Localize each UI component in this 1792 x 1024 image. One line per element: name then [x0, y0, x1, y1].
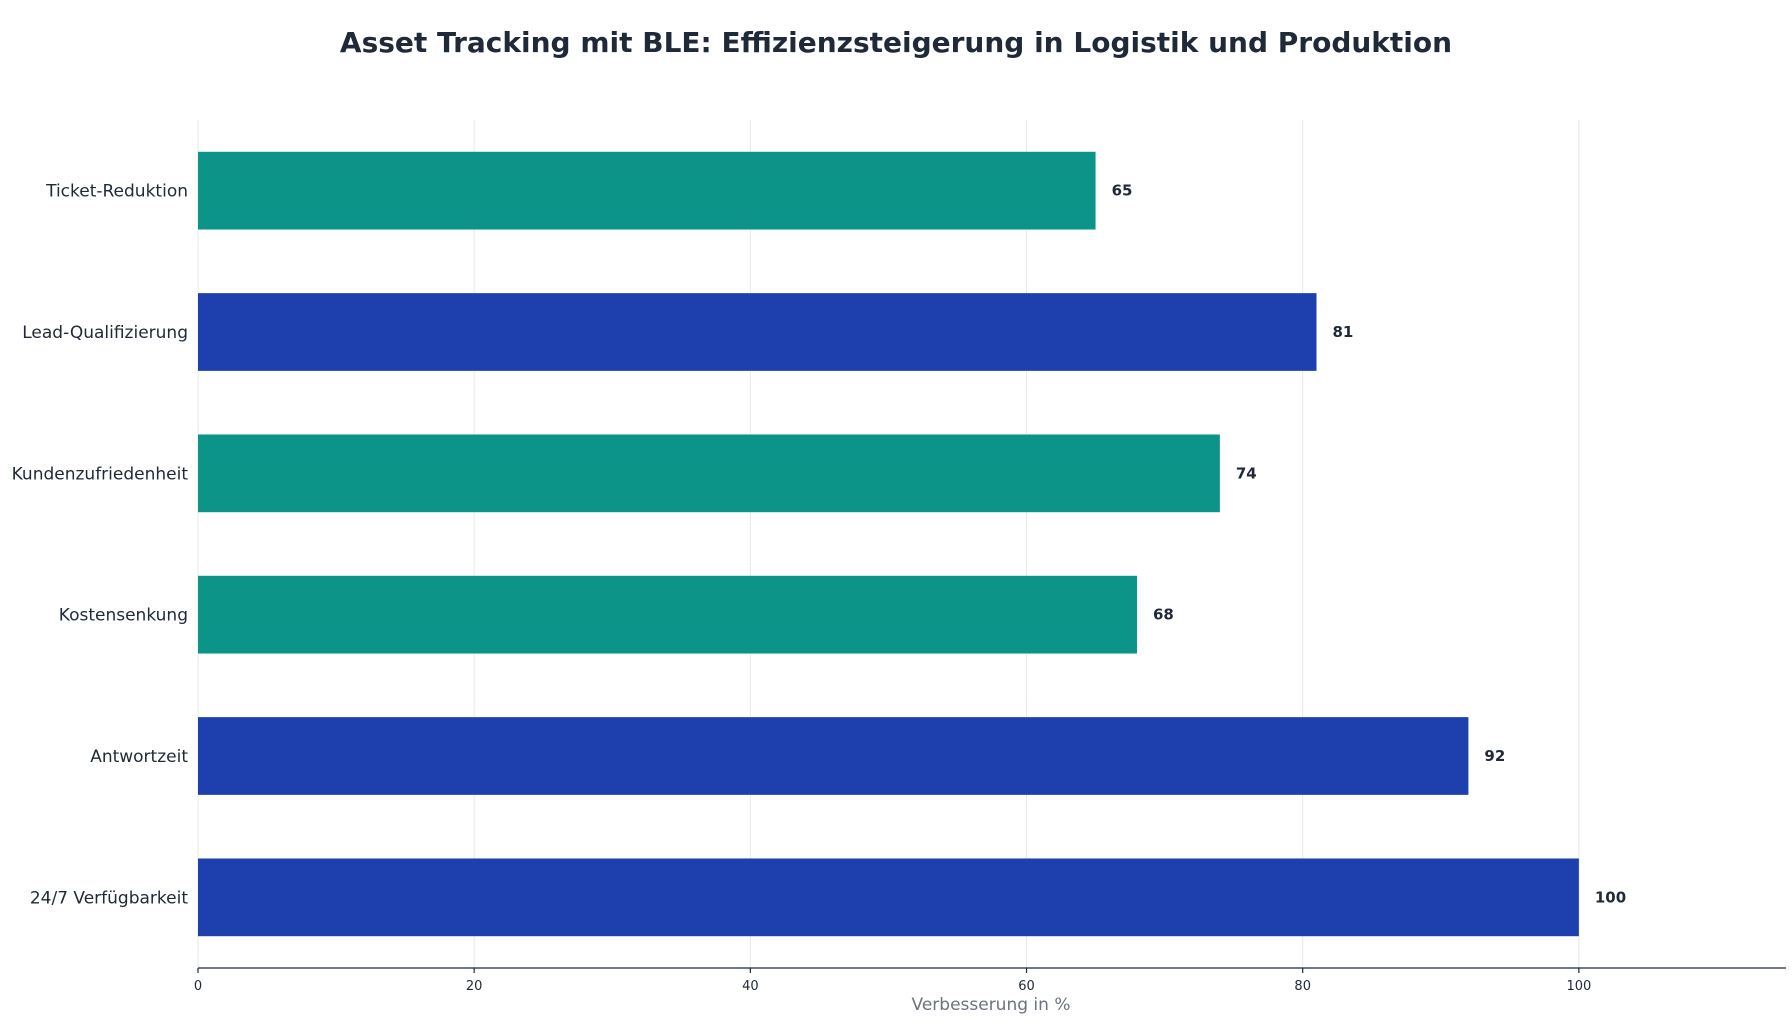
- x-tick-label-5: 100: [1566, 979, 1591, 994]
- value-label-5: 100: [1595, 888, 1626, 906]
- x-tick-label-2: 40: [742, 979, 759, 994]
- bar-2: [198, 434, 1220, 513]
- category-label-0: Ticket-Reduktion: [45, 182, 188, 202]
- bar-3: [198, 575, 1137, 654]
- bar-layer: [198, 151, 1579, 937]
- category-label-5: 24/7 Verfügbarkeit: [30, 888, 189, 908]
- bar-4: [198, 717, 1469, 795]
- x-tick-label-4: 80: [1294, 979, 1311, 994]
- category-label-3: Kostensenkung: [59, 606, 188, 626]
- tick-layer: 0 20 40 60 80 100: [194, 968, 1591, 994]
- value-label-2: 74: [1236, 464, 1257, 482]
- bar-0: [198, 151, 1096, 230]
- value-label-0: 65: [1112, 182, 1133, 200]
- value-label-4: 92: [1484, 747, 1505, 765]
- chart-title: Asset Tracking mit BLE: Effizienzsteiger…: [340, 26, 1452, 59]
- category-label-1: Lead-Qualifizierung: [22, 323, 188, 343]
- x-tick-label-0: 0: [194, 979, 202, 994]
- value-label-3: 68: [1153, 606, 1174, 624]
- grid-layer: [197, 120, 1580, 968]
- value-label-1: 81: [1333, 323, 1354, 341]
- category-label-2: Kundenzufriedenheit: [12, 464, 189, 484]
- x-tick-label-3: 60: [1018, 979, 1035, 994]
- bar-5: [198, 858, 1579, 937]
- category-label-4: Antwortzeit: [90, 747, 188, 767]
- label-layer: 65 Ticket-Reduktion 81 Lead-Qualifizierung 7…: [12, 182, 1627, 909]
- x-axis-title: Verbesserung in %: [912, 995, 1071, 1015]
- bar-1: [198, 293, 1317, 371]
- x-tick-label-1: 20: [466, 979, 483, 994]
